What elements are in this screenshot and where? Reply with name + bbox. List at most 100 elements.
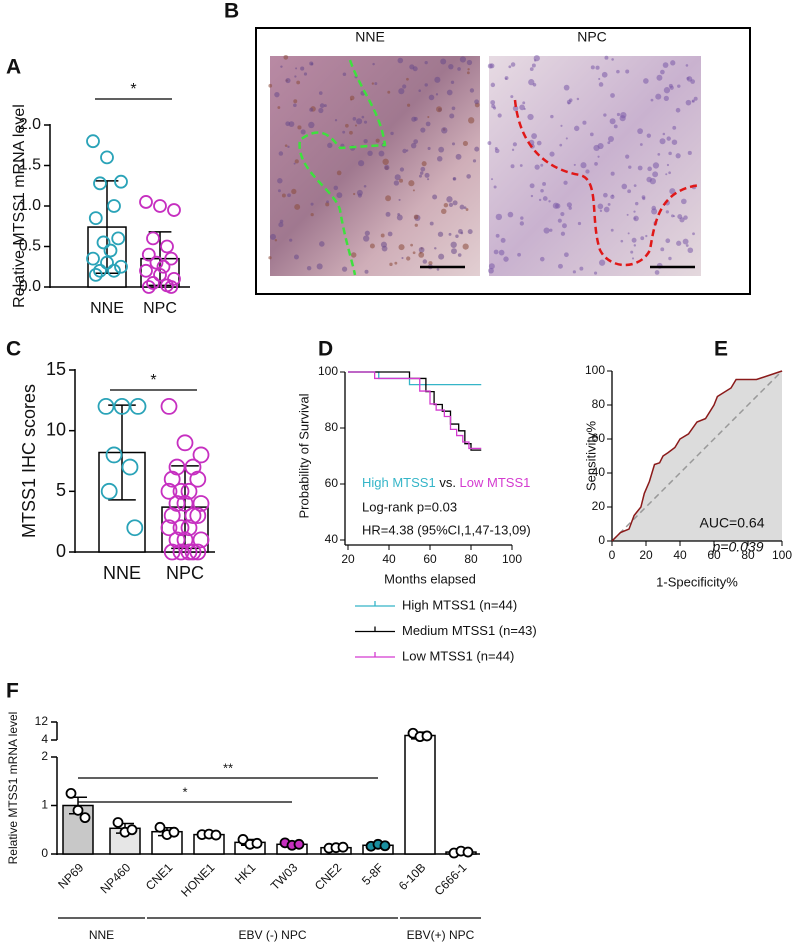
annotation: HR=4.38 (95%CI,1,47-13,09): [362, 522, 531, 537]
cell: [397, 212, 400, 216]
reference-line: [611, 370, 783, 542]
cell: [466, 71, 470, 75]
y-tick-label: 0.0: [19, 278, 41, 295]
cell: [289, 238, 293, 242]
cell: [363, 138, 368, 144]
cell: [323, 104, 327, 108]
data-point: [141, 280, 156, 294]
cell: [589, 132, 594, 137]
data-point: [176, 531, 194, 549]
x-tick-label: 20: [639, 548, 653, 562]
data-point: [168, 826, 180, 838]
y-axis-label: Probability of Survival: [296, 393, 311, 518]
cell: [398, 198, 401, 201]
cell: [281, 193, 286, 198]
data-point: [96, 235, 111, 250]
cell: [382, 158, 389, 165]
cell: [279, 219, 284, 224]
cell: [668, 151, 672, 156]
cell: [463, 206, 467, 210]
cell: [394, 261, 398, 265]
cell: [434, 247, 437, 250]
cell: [413, 116, 418, 121]
cell: [462, 243, 469, 250]
cell: [402, 84, 407, 89]
outline: [513, 99, 701, 267]
cell: [683, 215, 688, 220]
cell: [597, 203, 604, 210]
cell: [647, 166, 652, 172]
cell: [597, 155, 600, 158]
cell: [450, 241, 457, 248]
cell: [548, 200, 551, 203]
cell: [426, 178, 430, 181]
cell: [663, 95, 669, 101]
cell: [490, 100, 496, 105]
cell: [428, 94, 435, 101]
y-tick-label: 1: [41, 798, 48, 812]
cell: [666, 163, 670, 167]
y-tick-label: 15: [46, 359, 66, 379]
cell: [451, 248, 457, 255]
cell: [529, 67, 534, 71]
cell: [393, 180, 400, 186]
nne-image: [270, 56, 480, 276]
cell: [389, 262, 393, 267]
cell: [601, 71, 608, 78]
x-axis-label: Months elapsed: [384, 571, 476, 586]
cell: [637, 165, 643, 171]
cell: [675, 153, 681, 159]
data-point: [112, 817, 124, 828]
cell: [309, 107, 314, 112]
cell: [685, 64, 689, 67]
cell: [625, 69, 630, 74]
cell: [637, 128, 643, 135]
cell: [341, 266, 348, 272]
cell: [436, 156, 443, 162]
cell: [310, 202, 314, 206]
x-tick-label: 20: [341, 552, 355, 566]
data-point: [153, 267, 167, 282]
cell: [285, 77, 291, 84]
y-tick-label: 100: [318, 364, 338, 378]
data-point: [189, 543, 207, 561]
cell: [443, 202, 449, 208]
cell: [440, 58, 447, 65]
cell: [495, 213, 503, 221]
cell: [277, 189, 281, 193]
cell: [543, 227, 550, 234]
cell: [510, 95, 514, 99]
y-tick-label: 4: [41, 732, 48, 746]
cell: [662, 62, 669, 68]
cell: [420, 166, 426, 172]
cell: [495, 233, 500, 238]
cell: [364, 269, 369, 274]
cell: [342, 72, 347, 77]
cell: [493, 106, 497, 110]
data-point: [379, 840, 391, 852]
data-point: [180, 519, 198, 537]
cell: [390, 131, 394, 136]
cell: [297, 125, 302, 130]
cell: [504, 76, 509, 80]
cell: [441, 208, 447, 215]
cell: [566, 202, 572, 208]
cell: [611, 58, 614, 61]
cell: [666, 136, 671, 141]
cell: [549, 228, 553, 232]
cell: [293, 162, 296, 165]
cell: [424, 83, 428, 87]
cell: [401, 256, 404, 260]
cell: [679, 217, 685, 223]
annotation: Log-rank p=0.03: [362, 499, 457, 514]
cell: [627, 232, 630, 235]
cell: [387, 90, 391, 94]
cell: [557, 218, 562, 223]
cell: [412, 189, 415, 192]
data-point: [192, 446, 210, 464]
cell: [452, 177, 456, 181]
data-point: [192, 531, 210, 549]
x-tick-label: 100: [502, 552, 522, 566]
data-point: [146, 231, 160, 246]
cell: [287, 145, 290, 148]
